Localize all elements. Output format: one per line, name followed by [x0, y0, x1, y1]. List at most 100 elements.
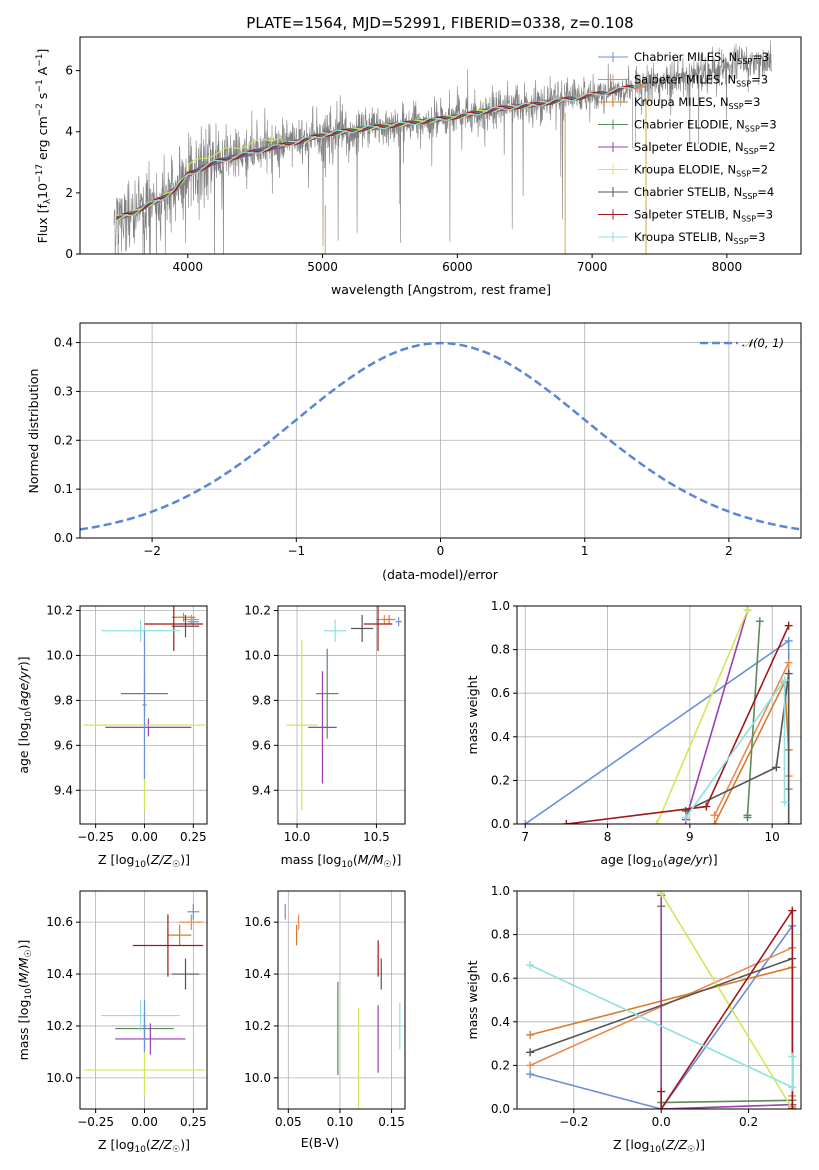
- y-tick-label: 0.6: [491, 971, 510, 985]
- y-tick-label: 0.3: [54, 384, 73, 398]
- errorbar-point: [142, 1000, 147, 1052]
- axes-frame: [79, 605, 208, 825]
- errorbar-point: [395, 617, 402, 627]
- errorbar-point: [363, 606, 393, 651]
- mass-vs-ebv-axes: 0.05 0.10 0.15 10.0 10.2 10.4 10.6: [244, 890, 406, 1129]
- x-tick-label: 10: [765, 830, 780, 844]
- spectrum-ylabel: Flux [fλ10−17 erg cm−2 s−1 A−1]: [35, 49, 53, 244]
- age-vs-mass-axes: 10.0 10.5 9.4 9.6 9.8 10.0 10.2: [244, 603, 406, 844]
- model-fit-line: [116, 86, 634, 217]
- y-tick-label: 9.4: [252, 783, 271, 797]
- massweight-line: [660, 906, 793, 1104]
- errorbar-point: [167, 924, 192, 946]
- x-tick-label: 2: [725, 544, 733, 558]
- errorbar-point: [101, 1000, 180, 1032]
- massweight-line: [746, 621, 761, 818]
- observed-spectrum: [113, 40, 772, 254]
- x-tick-label: 9: [686, 830, 694, 844]
- x-tick-label: −0.2: [559, 1115, 588, 1129]
- z-xlabel-2: Z [log10(Z/Z☉)]: [98, 1137, 190, 1155]
- axes-frame: [79, 890, 208, 1110]
- y-tick-label: 0.4: [54, 336, 73, 350]
- y-tick-label: 4: [65, 125, 73, 139]
- x-tick-label: −0.25: [77, 830, 114, 844]
- y-tick-label: 10.0: [46, 648, 73, 662]
- x-tick-label: 6000: [442, 260, 473, 274]
- z-xlabel-3: Z [log10(Z/Z☉)]: [613, 1137, 705, 1155]
- x-tick-label: 8: [604, 830, 612, 844]
- plot-area: [113, 40, 772, 254]
- y-tick-label: 10.2: [244, 603, 271, 617]
- errorbar-point: [316, 648, 339, 739]
- legend-entry: Chabrier MILES, NSSP=3: [634, 50, 769, 66]
- y-tick-label: 9.4: [54, 783, 73, 797]
- y-tick-label: 0.2: [491, 1058, 510, 1072]
- plot-area: [80, 341, 801, 531]
- x-tick-label: 5000: [307, 260, 338, 274]
- x-tick-label: 0.25: [180, 1115, 207, 1129]
- massweight-line: [685, 610, 749, 820]
- errorbar-point: [324, 619, 347, 642]
- errorbar-point: [187, 617, 200, 627]
- x-tick-label: 8000: [712, 260, 743, 274]
- normal-curve: [80, 341, 801, 531]
- massweight-line: [660, 892, 793, 1109]
- massweight-line: [685, 677, 786, 818]
- legend-entry: Salpeter MILES, NSSP=3: [634, 73, 768, 89]
- y-tick-label: 0.0: [54, 531, 73, 545]
- y-tick-label: 1.0: [491, 599, 510, 613]
- x-tick-label: 1: [581, 544, 589, 558]
- y-tick-label: 0.2: [491, 773, 510, 787]
- y-tick-label: 9.8: [54, 693, 73, 707]
- x-tick-label: 0.00: [131, 1115, 158, 1129]
- y-tick-label: 10.0: [244, 648, 271, 662]
- massweight-line: [656, 610, 749, 824]
- x-tick-label: 0.00: [131, 830, 158, 844]
- x-tick-label: 0.2: [739, 1115, 758, 1129]
- y-tick-label: 10.0: [244, 1071, 271, 1085]
- errorbar-point: [171, 612, 196, 622]
- errorbar-point: [101, 619, 180, 642]
- massweight-vs-age-axes: 7 8 9 10 0.0 0.2 0.4 0.6 0.8 1.0: [491, 599, 802, 844]
- plot-area: [284, 903, 401, 1109]
- errorbar-point: [132, 914, 204, 977]
- mass-xlabel: mass [log10(M/M☉)]: [281, 852, 402, 870]
- y-tick-label: 10.2: [244, 1019, 271, 1033]
- errorbar-point: [183, 614, 200, 624]
- x-tick-label: 0.10: [327, 1115, 354, 1129]
- legend-entry: Salpeter ELODIE, NSSP=2: [634, 140, 776, 156]
- errorbar-point: [179, 914, 204, 930]
- errorbar-point: [351, 614, 374, 642]
- axes-frame: [277, 890, 406, 1110]
- x-tick-label: 7: [521, 830, 529, 844]
- plot-area: [526, 891, 797, 1109]
- y-tick-label: 10.0: [46, 1071, 73, 1085]
- plot-area: [521, 606, 793, 824]
- massweight-age-ylabel: mass weight: [465, 675, 480, 754]
- legend-entry: Kroupa MILES, NSSP=3: [634, 95, 760, 111]
- massweight-line: [660, 895, 793, 1109]
- y-tick-label: 10.6: [46, 915, 73, 929]
- errorbar-point: [382, 614, 396, 624]
- errorbar-point: [308, 671, 337, 784]
- y-tick-label: 10.2: [46, 603, 73, 617]
- y-tick-label: 0.4: [491, 1015, 510, 1029]
- y-tick-label: 0: [65, 247, 73, 261]
- age-ylabel: age [log10(age/yr)]: [16, 656, 34, 773]
- massweight-vs-metallicity-axes: −0.2 0.0 0.2 0.0 0.2 0.4 0.6 0.8 1.0: [491, 884, 802, 1129]
- y-tick-label: 10.4: [244, 967, 271, 981]
- residuals-xlabel: (data-model)/error: [382, 567, 499, 582]
- x-tick-label: −0.25: [77, 1115, 114, 1129]
- plot-area: [285, 606, 402, 811]
- x-tick-label: 10.5: [363, 830, 390, 844]
- x-tick-label: 7000: [577, 260, 608, 274]
- plot-area: [83, 606, 206, 811]
- errorbar-point: [83, 1044, 206, 1097]
- x-tick-label: 0: [437, 544, 445, 558]
- legend-entry: Kroupa STELIB, NSSP=3: [634, 230, 765, 246]
- y-tick-label: 9.6: [54, 738, 73, 752]
- x-tick-label: 0.0: [652, 1115, 671, 1129]
- legend-entry: Chabrier ELODIE, NSSP=3: [634, 118, 777, 134]
- x-tick-label: 10.0: [284, 830, 311, 844]
